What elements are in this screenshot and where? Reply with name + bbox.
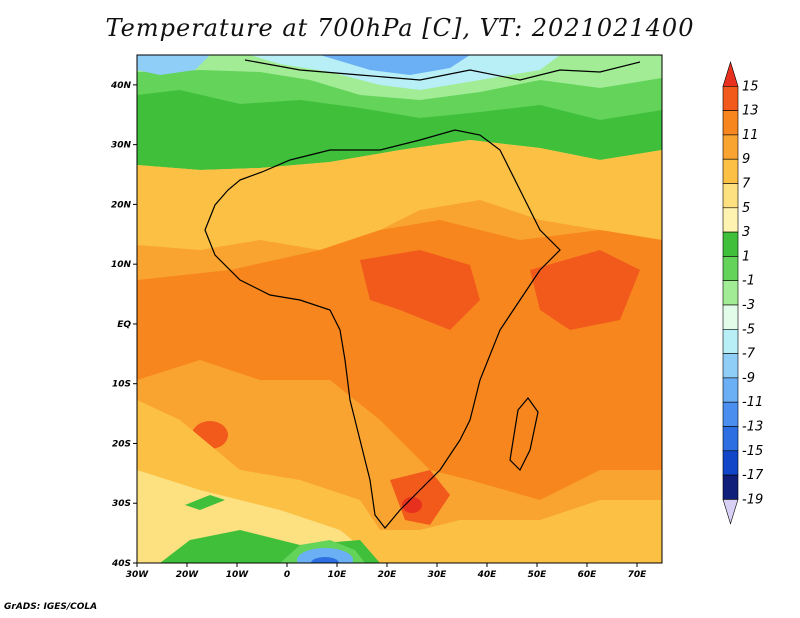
colorbar-swatch (722, 280, 739, 306)
colorbar-swatch (722, 328, 739, 354)
colorbar-swatch (722, 207, 739, 233)
colorbar-label: 11 (742, 128, 759, 143)
colorbar-label: 15 (742, 79, 759, 94)
colorbar-label: -1 (742, 274, 755, 289)
lat-tick-label: 40N (110, 81, 132, 91)
lon-tick-label: 0 (284, 570, 290, 580)
colorbar-swatch (722, 450, 739, 476)
colorbar-label: 1 (742, 249, 750, 264)
lat-tick-label: 30N (111, 141, 132, 151)
colorbar-label: -13 (742, 420, 763, 435)
coastlines (204, 59, 641, 529)
lat-tick-label: 40S (111, 559, 131, 569)
colorbar-swatch (722, 377, 739, 403)
colorbar-swatch (722, 86, 739, 111)
colorbar-label: -3 (742, 298, 755, 313)
lat-tick-label: 10S (112, 380, 131, 390)
lon-tick-label: 70E (628, 570, 648, 580)
colorbar-swatch (722, 426, 739, 452)
colorbar-swatch (722, 256, 739, 281)
lat-tick-label: EQ (117, 320, 131, 330)
colorbar-label: -17 (742, 468, 764, 483)
latitude-axis: 40N 30N 20N 10N EQ 10S 20S 30S 40S (110, 81, 137, 569)
colorbar-label: -11 (742, 395, 763, 410)
colorbar-label: 13 (742, 104, 759, 119)
colorbar-label: 9 (742, 152, 750, 167)
lon-tick-label: 40E (477, 570, 498, 580)
map-title: Temperature at 700hPa [C], VT: 202102140… (105, 14, 695, 42)
credit-text: GrADS: IGES/COLA (4, 602, 98, 612)
colorbar-label: -5 (742, 322, 755, 337)
lon-tick-label: 60E (578, 570, 598, 580)
colorbar-label: 5 (742, 201, 750, 216)
colorbar-swatch (722, 60, 739, 87)
lat-tick-label: 20S (112, 439, 131, 449)
lon-tick-label: 30W (126, 570, 150, 580)
colorbar-label: -19 (742, 492, 763, 507)
colorbar-swatch (722, 499, 739, 525)
colorbar-label: 3 (742, 225, 750, 240)
temperature-field (137, 55, 662, 563)
lat-tick-label: 20N (111, 200, 132, 210)
lat-tick-label: 10N (111, 260, 132, 270)
colorbar-label: -7 (742, 347, 756, 362)
lon-tick-label: 20E (378, 570, 398, 580)
colorbar-swatch (722, 474, 739, 500)
colorbar-swatch (722, 353, 739, 379)
map-frame (136, 54, 663, 564)
lon-tick-label: 10E (328, 570, 348, 580)
lon-tick-label: 50E (528, 570, 548, 580)
colorbar-swatch (722, 304, 739, 330)
colorbar-swatch (722, 158, 739, 184)
colorbar-swatch (722, 110, 739, 136)
lon-tick-label: 10W (226, 570, 250, 580)
colorbar-label: -9 (742, 371, 755, 386)
colorbar-swatch (722, 134, 739, 160)
lon-tick-label: 30E (428, 570, 448, 580)
colorbar-swatch (722, 401, 739, 427)
colorbar-swatch (722, 183, 739, 209)
lat-tick-label: 30S (112, 499, 131, 509)
longitude-axis: 30W 20W 10W 0 10E 20E 30E 40E 50E 60E 70E (126, 563, 647, 580)
colorbar-label: -15 (742, 444, 763, 459)
colorbar-swatch (722, 231, 739, 257)
colorbar: 15 13 11 9 7 5 3 1 -1 -3 -5 -7 -9 -11 -13 -15 -17 -19 (722, 60, 764, 525)
lon-tick-label: 20W (176, 570, 200, 580)
colorbar-label: 7 (742, 177, 751, 192)
